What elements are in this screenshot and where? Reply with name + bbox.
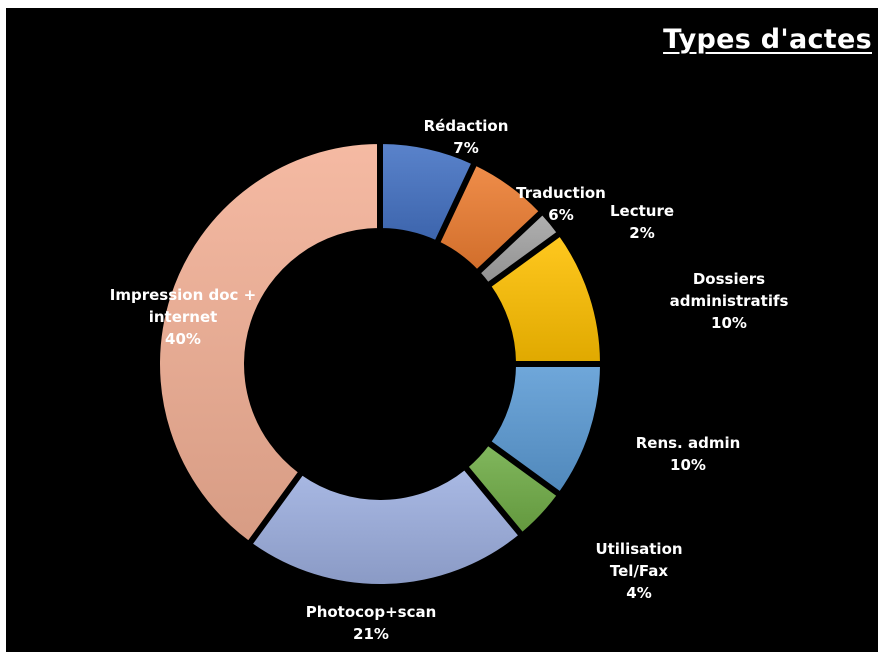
- slice-impression-doc-internet: [158, 141, 379, 544]
- data-label-lecture: Lecture 2%: [610, 202, 674, 242]
- data-label-utilisation-tel-fax: Utilisation Tel/Fax 4%: [595, 540, 682, 602]
- donut-chart: Rédaction 7%Traduction 6% Lecture 2% Dossiers…: [110, 117, 789, 643]
- data-label-impression-doc-internet: Impression doc + internet 40%: [110, 286, 256, 348]
- slice-lecture: [478, 212, 560, 285]
- slice-dossiers-administratifs: [488, 234, 602, 363]
- slice-photocop-scan: [250, 467, 521, 586]
- slice-traduction: [437, 163, 542, 272]
- data-label-traduction: Traduction 6%: [516, 184, 606, 224]
- data-label-redaction: Rédaction 7%: [424, 117, 509, 157]
- chart-title: Types d'actes: [663, 24, 872, 55]
- data-label-photocop-scan: Photocop+scan 21%: [306, 603, 437, 643]
- labels-layer: Rédaction 7%Traduction 6% Lecture 2% Dossiers…: [110, 117, 789, 643]
- chart-frame: Types d'actes Rédaction 7% Traduction 6% Lec…: [6, 8, 878, 652]
- data-label-dossiers-administratifs: Dossiers administratifs 10%: [670, 270, 789, 332]
- slice-rens-admin: [488, 365, 602, 494]
- data-label-rens-admin: Rens. admin 10%: [636, 434, 741, 474]
- slice-redaction: [381, 142, 474, 243]
- slice-utilisation-tel-fax: [466, 443, 560, 535]
- slices-layer: [158, 141, 602, 586]
